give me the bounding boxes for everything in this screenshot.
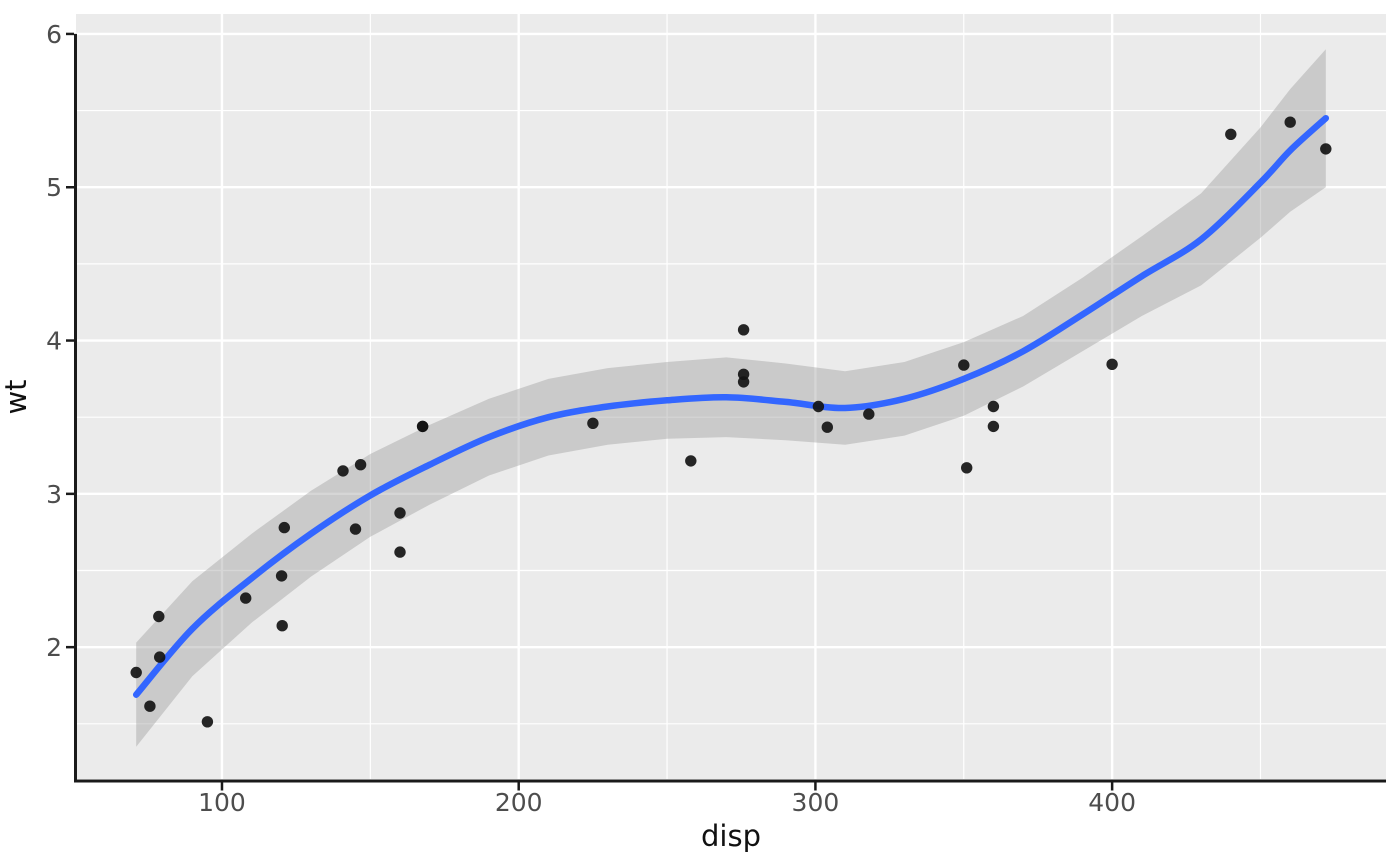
data-point	[144, 700, 156, 712]
x-tick-label: 400	[1088, 788, 1136, 817]
minor-gridlines	[76, 14, 1386, 779]
data-point	[1284, 116, 1296, 128]
axis-tick-marks	[66, 32, 1114, 791]
data-point	[1320, 143, 1332, 155]
loess-smooth-line	[132, 114, 1330, 698]
data-point	[737, 324, 750, 336]
data-point	[153, 610, 165, 623]
y-tick-label: 6	[46, 20, 62, 49]
data-point	[416, 420, 429, 433]
data-point	[987, 400, 1000, 413]
data-point	[737, 368, 750, 380]
y-axis-title: wt	[0, 379, 33, 414]
data-point	[354, 459, 367, 471]
x-tick-label: 100	[198, 788, 246, 817]
data-point	[1225, 128, 1237, 140]
y-tick-label: 2	[46, 633, 62, 662]
data-points-layer	[130, 116, 1332, 728]
data-point	[240, 592, 252, 604]
y-tick-label: 4	[46, 327, 62, 356]
data-point	[276, 620, 288, 632]
data-point	[394, 507, 406, 519]
data-point	[337, 465, 349, 477]
x-axis-title: disp	[701, 819, 761, 853]
y-tick-label: 5	[46, 173, 62, 202]
data-point	[821, 421, 833, 433]
y-tick-label: 3	[46, 480, 62, 509]
data-point	[587, 417, 599, 429]
data-point	[961, 462, 973, 474]
major-gridlines	[76, 14, 1386, 779]
data-point	[275, 570, 288, 582]
data-point	[812, 400, 825, 413]
x-tick-label: 200	[495, 788, 543, 817]
data-point	[987, 420, 1000, 433]
data-point	[685, 455, 697, 467]
data-point	[130, 666, 142, 679]
data-point	[278, 521, 290, 534]
data-point	[1106, 358, 1118, 370]
data-point	[394, 546, 406, 558]
data-point	[863, 408, 875, 420]
data-point	[154, 651, 166, 663]
data-point	[958, 359, 970, 371]
data-point	[201, 716, 214, 728]
x-tick-label: 300	[792, 788, 840, 817]
axis-tick-labels: 100 200 300 400 2 3 4 5 6	[46, 20, 1136, 817]
data-point	[349, 523, 362, 535]
